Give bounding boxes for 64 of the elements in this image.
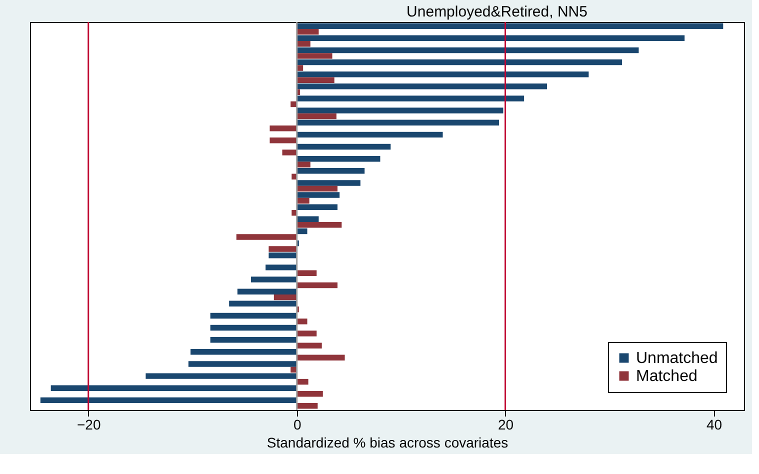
bar [296, 186, 338, 192]
bar [296, 354, 345, 361]
bar [296, 77, 334, 83]
bar [296, 156, 380, 162]
bar [296, 23, 724, 29]
bar [296, 65, 304, 71]
bar [296, 378, 308, 385]
bar [296, 144, 391, 150]
x-axis-title: Standardized % bias across covariates [266, 434, 508, 450]
bar [296, 222, 342, 228]
bar [296, 204, 338, 210]
bar [266, 264, 297, 270]
chart-title: Unemployed&Retired, NN5 [406, 3, 588, 20]
bar [268, 246, 297, 252]
bar [296, 41, 310, 47]
bar [296, 318, 308, 324]
bar [296, 168, 365, 174]
bar [296, 162, 310, 168]
x-tick-label: 20 [498, 416, 514, 432]
bar [296, 84, 547, 90]
x-tick-label: 40 [706, 416, 722, 432]
bar [296, 216, 319, 222]
bar [237, 288, 297, 294]
bar [270, 125, 297, 132]
bar [296, 282, 338, 288]
bar [296, 120, 500, 126]
bar [50, 385, 297, 391]
bar [40, 397, 297, 404]
legend-label: Unmatched [636, 350, 718, 367]
bar [296, 35, 685, 42]
bar [296, 198, 310, 204]
bar [296, 132, 443, 138]
bar [296, 390, 323, 397]
bar [296, 47, 639, 54]
bar [296, 71, 589, 78]
bar [236, 234, 297, 240]
bar [188, 361, 297, 367]
bar [210, 312, 297, 319]
x-tick-label: 0 [293, 416, 302, 432]
bar [296, 53, 332, 59]
bar [296, 403, 318, 409]
bar [296, 192, 340, 198]
bar [296, 113, 336, 120]
bar [210, 336, 297, 343]
bar [296, 96, 524, 102]
bar [296, 28, 319, 35]
x-tick-label: −20 [76, 416, 101, 432]
bar [282, 150, 297, 156]
bar [229, 300, 297, 307]
bar [296, 108, 504, 114]
bar [146, 373, 297, 379]
bar [250, 276, 297, 282]
bar [296, 228, 308, 234]
bar [296, 330, 317, 336]
bar [296, 270, 317, 276]
bar [296, 342, 322, 348]
bar [210, 324, 297, 331]
bar [190, 349, 297, 355]
bar [268, 252, 297, 258]
bar [296, 180, 360, 186]
bar [296, 59, 622, 66]
bar [270, 138, 297, 144]
legend-label: Matched [636, 368, 698, 385]
bar [274, 294, 297, 300]
